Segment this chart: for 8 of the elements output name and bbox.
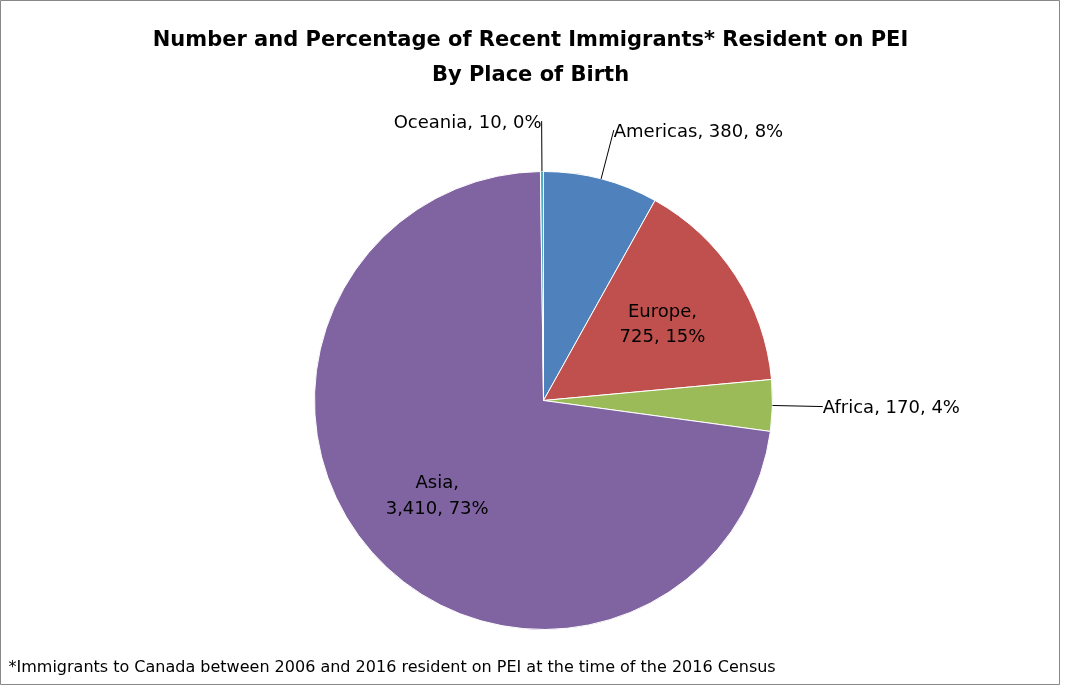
chart-subtitle: By Place of Birth bbox=[431, 61, 630, 86]
slice-label: Europe, 725, 15% bbox=[619, 299, 706, 347]
slice-label: Africa, 170, 4% bbox=[822, 396, 960, 418]
slice-label: Oceania, 10, 0% bbox=[393, 110, 542, 132]
slice-label: Americas, 380, 8% bbox=[613, 119, 784, 141]
chart-title: Number and Percentage of Recent Immigrants* Resident on PEI bbox=[152, 26, 909, 51]
slice-label: Asia, 3,410, 73% bbox=[385, 471, 489, 518]
text: *Immigrants to Canada between 2006 and 2016 resident on PEI at the time of the 2016 Census bbox=[8, 656, 776, 676]
